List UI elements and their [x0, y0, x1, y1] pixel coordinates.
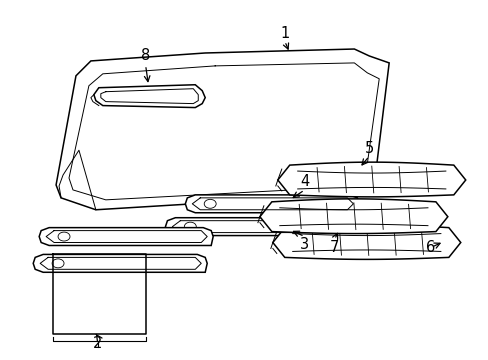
Polygon shape [272, 225, 460, 260]
Polygon shape [56, 49, 388, 210]
Text: 2: 2 [93, 336, 102, 351]
Text: 8: 8 [141, 49, 150, 63]
Ellipse shape [184, 222, 196, 231]
Text: 5: 5 [364, 141, 373, 156]
Text: 4: 4 [300, 175, 308, 189]
Polygon shape [33, 255, 207, 272]
Ellipse shape [58, 232, 70, 241]
Ellipse shape [204, 199, 216, 208]
Polygon shape [165, 218, 339, 235]
Text: 3: 3 [300, 237, 308, 252]
Polygon shape [260, 199, 447, 234]
Polygon shape [185, 195, 359, 213]
Ellipse shape [52, 259, 64, 268]
Polygon shape [277, 162, 465, 197]
Text: 6: 6 [426, 240, 435, 255]
Polygon shape [39, 228, 213, 246]
Text: 1: 1 [280, 26, 289, 41]
Polygon shape [94, 85, 205, 108]
Text: 7: 7 [329, 240, 339, 255]
